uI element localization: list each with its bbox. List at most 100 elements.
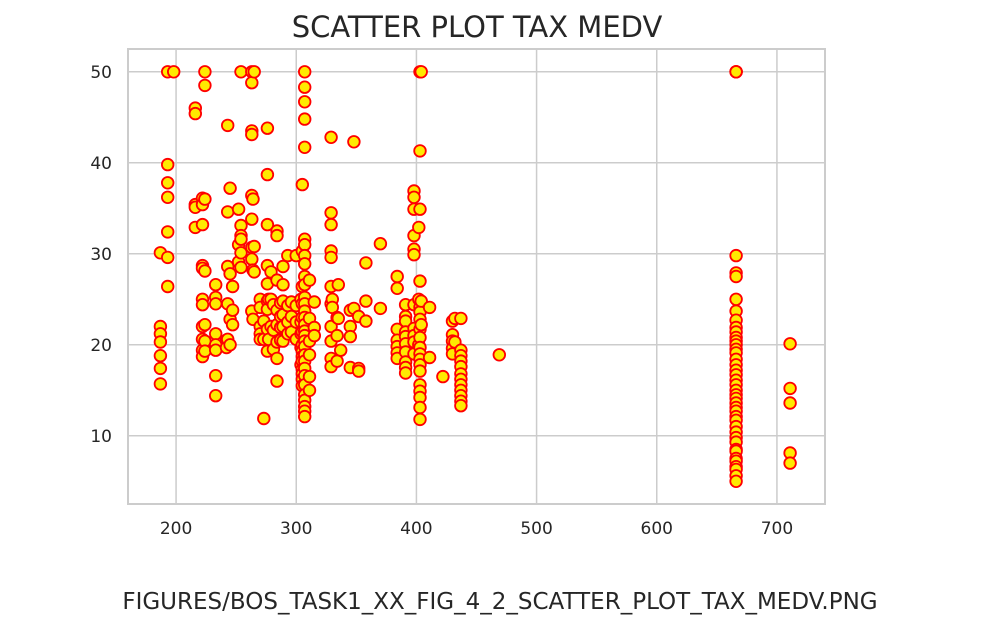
data-point	[324, 250, 338, 265]
x-tick-label: 500	[520, 519, 552, 539]
data-point	[270, 374, 284, 388]
data-point	[343, 329, 358, 344]
data-point	[231, 202, 246, 216]
data-point	[245, 212, 259, 226]
data-point	[198, 318, 212, 332]
data-point	[208, 297, 223, 311]
data-point	[413, 202, 427, 216]
data-point	[413, 144, 427, 158]
data-point	[324, 206, 338, 220]
data-point	[729, 474, 743, 489]
data-point	[413, 364, 427, 378]
data-point	[302, 348, 317, 362]
x-tick-label: 400	[400, 519, 432, 539]
data-point	[414, 65, 428, 79]
data-point	[359, 314, 373, 328]
data-point	[245, 127, 259, 142]
data-point	[436, 369, 450, 384]
data-point	[783, 337, 797, 351]
data-point	[298, 80, 312, 94]
data-point	[412, 220, 426, 235]
data-point	[330, 328, 344, 343]
data-point	[234, 260, 248, 275]
data-point	[160, 190, 175, 205]
data-point	[373, 236, 388, 251]
y-tick-label: 20	[90, 336, 112, 356]
data-point	[302, 369, 317, 384]
data-point	[270, 228, 284, 243]
data-point	[260, 121, 275, 135]
data-point	[298, 112, 312, 126]
data-point	[198, 344, 212, 358]
data-point	[260, 217, 275, 232]
data-point	[208, 389, 223, 403]
data-point	[198, 65, 212, 79]
data-point	[247, 239, 261, 254]
data-point	[454, 311, 468, 326]
data-point	[783, 456, 797, 470]
data-point	[352, 364, 366, 378]
data-point	[276, 259, 290, 274]
data-point	[220, 205, 235, 219]
data-point	[324, 217, 338, 232]
data-point	[153, 377, 168, 391]
data-point	[223, 181, 237, 195]
data-point	[234, 246, 248, 260]
data-point	[414, 318, 428, 332]
data-point	[295, 177, 310, 192]
data-point	[198, 192, 212, 206]
y-tick-label: 40	[90, 154, 112, 174]
data-point	[245, 75, 259, 90]
data-point	[347, 135, 361, 149]
data-point	[276, 278, 290, 292]
data-point	[729, 65, 743, 79]
data-point	[225, 279, 240, 294]
y-tick-label: 10	[90, 427, 112, 447]
data-point	[247, 65, 261, 79]
data-point	[153, 361, 168, 376]
data-point	[208, 369, 223, 383]
figure-caption: FIGURES/BOS_TASK1_XX_FIG_4_2_SCATTER_PLO…	[122, 589, 877, 615]
data-point	[208, 343, 223, 357]
data-point	[160, 176, 175, 190]
x-tick-label: 600	[641, 519, 673, 539]
data-point	[270, 351, 284, 366]
data-point	[223, 267, 237, 281]
data-point	[298, 95, 312, 109]
data-point	[160, 250, 175, 265]
data-point	[195, 298, 210, 312]
data-point	[195, 217, 210, 232]
x-tick-label: 300	[280, 519, 312, 539]
data-point	[334, 343, 348, 357]
data-point	[331, 278, 346, 292]
y-tick-label: 50	[90, 63, 112, 83]
data-point	[359, 294, 373, 308]
data-point	[260, 167, 275, 182]
data-point	[330, 354, 344, 368]
data-point	[454, 399, 468, 413]
data-point	[422, 350, 437, 365]
data-point	[223, 338, 237, 352]
data-point	[729, 269, 743, 284]
data-point	[413, 412, 427, 427]
data-point	[307, 295, 322, 309]
data-point	[298, 257, 312, 271]
data-point	[298, 140, 312, 155]
data-point	[324, 319, 338, 334]
data-point	[153, 349, 168, 363]
data-point	[729, 292, 743, 307]
data-point	[234, 232, 248, 246]
data-point	[390, 269, 404, 284]
data-point	[390, 281, 404, 296]
data-point	[160, 279, 175, 294]
data-point	[324, 130, 338, 145]
data-point	[783, 396, 797, 410]
x-tick-label: 200	[160, 519, 192, 539]
data-point	[407, 247, 421, 262]
data-point	[160, 225, 175, 239]
chart-title: SCATTER PLOT TAX MEDV	[292, 10, 663, 44]
data-point	[220, 118, 235, 133]
data-point	[257, 411, 271, 426]
data-point	[234, 65, 248, 79]
